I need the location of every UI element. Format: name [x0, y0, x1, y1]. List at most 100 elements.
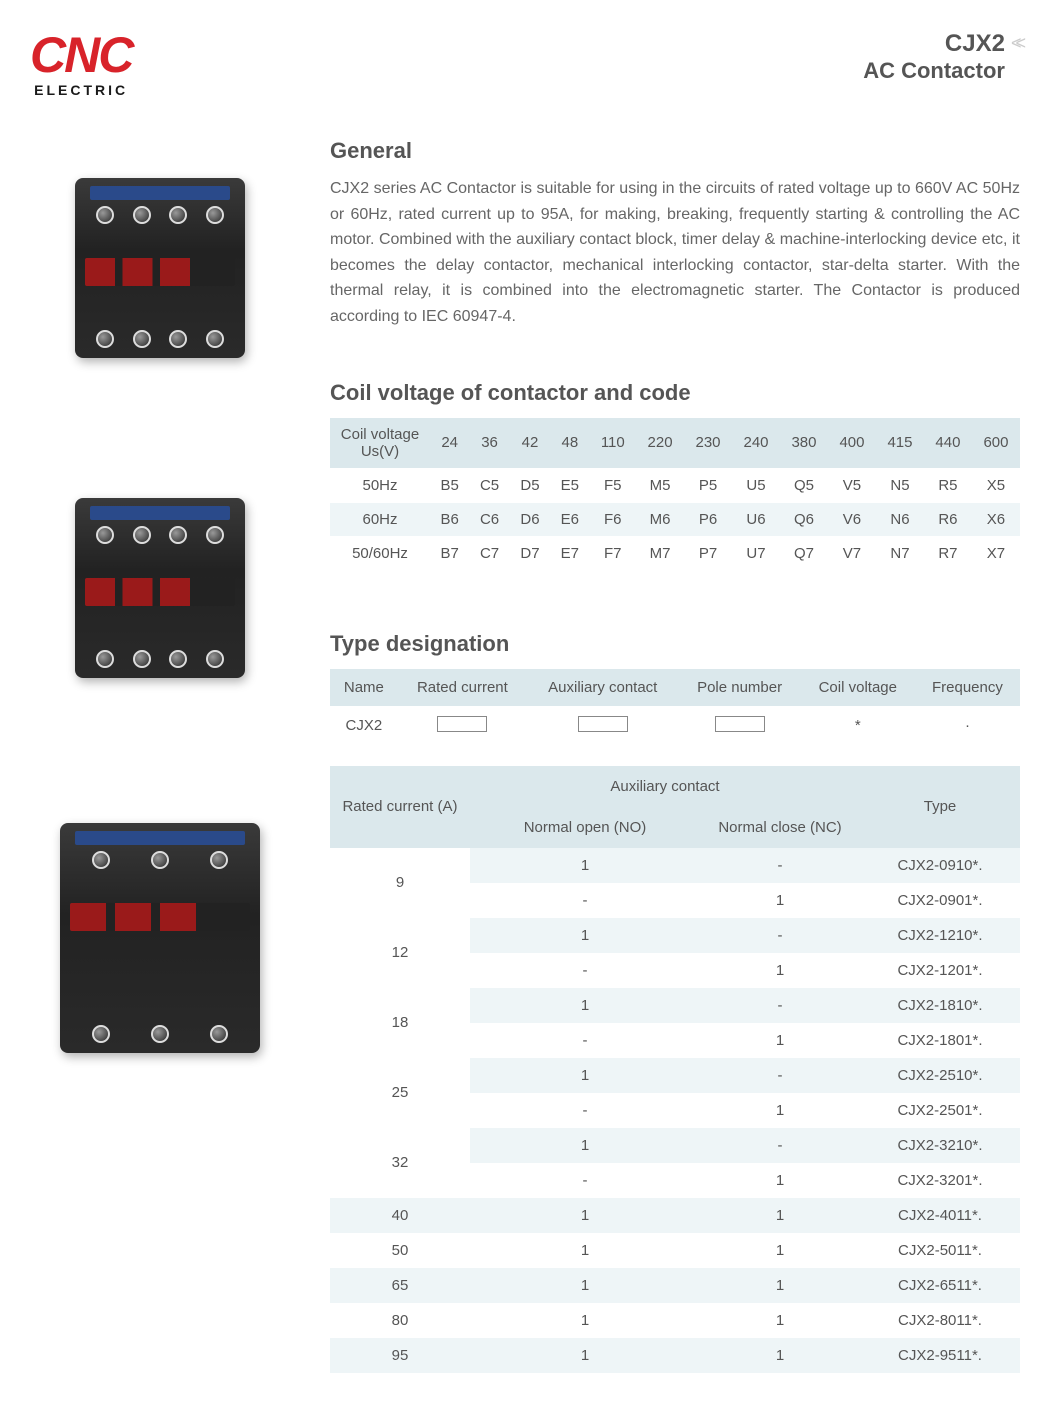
designation-heading: Type designation [330, 631, 1020, 657]
coil-voltage-header: 24 [430, 418, 469, 469]
chevron-left-icon: << [1011, 34, 1020, 52]
coil-code-cell: N6 [876, 502, 924, 536]
coil-row-label: 50/60Hz [330, 536, 430, 570]
coil-voltage-table: Coil voltage Us(V)2436424811022023024038… [330, 418, 1020, 571]
coil-code-cell: P5 [684, 468, 732, 502]
spec-type-cell: CJX2-8011*. [860, 1303, 1020, 1338]
spec-nc-cell: 1 [700, 1093, 860, 1128]
coil-heading: Coil voltage of contactor and code [330, 380, 1020, 406]
coil-code-cell: B7 [430, 536, 469, 570]
coil-code-cell: C6 [469, 502, 509, 536]
spec-nc-cell: - [700, 918, 860, 953]
coil-code-cell: D5 [510, 468, 550, 502]
spec-type-cell: CJX2-1201*. [860, 953, 1020, 988]
spec-no-cell: 1 [470, 848, 700, 883]
designation-input-box [715, 716, 765, 732]
title-product: AC Contactor [863, 58, 1005, 84]
spec-no-cell: - [470, 953, 700, 988]
spec-nc-cell: 1 [700, 1268, 860, 1303]
spec-nc-cell: 1 [700, 883, 860, 918]
spec-type-cell: CJX2-9511*. [860, 1338, 1020, 1373]
coil-code-cell: N7 [876, 536, 924, 570]
designation-cell [678, 706, 800, 746]
coil-code-cell: R6 [924, 502, 972, 536]
logo-main: CNC [30, 30, 132, 80]
coil-code-cell: D6 [510, 502, 550, 536]
coil-code-cell: E5 [550, 468, 589, 502]
spec-no-cell: 1 [470, 1233, 700, 1268]
coil-code-cell: C7 [469, 536, 509, 570]
coil-code-cell: M6 [636, 502, 684, 536]
designation-cell: CJX2 [330, 706, 398, 746]
spec-nc-cell: 1 [700, 1198, 860, 1233]
spec-no-cell: 1 [470, 1128, 700, 1163]
spec-no-cell: 1 [470, 918, 700, 953]
coil-voltage-header: 400 [828, 418, 876, 469]
spec-type-cell: CJX2-0910*. [860, 848, 1020, 883]
spec-no-cell: 1 [470, 1198, 700, 1233]
spec-type-cell: CJX2-0901*. [860, 883, 1020, 918]
coil-voltage-header: 48 [550, 418, 589, 469]
coil-code-cell: B5 [430, 468, 469, 502]
spec-no-cell: 1 [470, 1268, 700, 1303]
spec-subheader-no: Normal open (NO) [470, 807, 700, 848]
coil-code-cell: F6 [590, 502, 637, 536]
spec-nc-cell: 1 [700, 1233, 860, 1268]
spec-nc-cell: 1 [700, 1338, 860, 1373]
coil-code-cell: M5 [636, 468, 684, 502]
designation-input-box [437, 716, 487, 732]
coil-voltage-header: 230 [684, 418, 732, 469]
coil-code-cell: V5 [828, 468, 876, 502]
coil-code-cell: C5 [469, 468, 509, 502]
spec-type-cell: CJX2-2501*. [860, 1093, 1020, 1128]
designation-input-box [578, 716, 628, 732]
product-images-column [30, 138, 290, 1373]
spec-rated-cell: 50 [330, 1233, 470, 1268]
spec-rated-cell: 18 [330, 988, 470, 1058]
designation-cell [527, 706, 678, 746]
spec-header-aux: Auxiliary contact [470, 766, 860, 807]
coil-code-cell: U7 [732, 536, 780, 570]
coil-code-cell: X6 [972, 502, 1020, 536]
spec-no-cell: 1 [470, 1303, 700, 1338]
coil-voltage-header: 220 [636, 418, 684, 469]
spec-type-cell: CJX2-1810*. [860, 988, 1020, 1023]
coil-code-cell: F5 [590, 468, 637, 502]
spec-rated-cell: 12 [330, 918, 470, 988]
coil-code-cell: U5 [732, 468, 780, 502]
coil-code-cell: V7 [828, 536, 876, 570]
logo-sub: ELECTRIC [34, 82, 128, 98]
spec-nc-cell: - [700, 848, 860, 883]
spec-subheader-nc: Normal close (NC) [700, 807, 860, 848]
coil-code-cell: X7 [972, 536, 1020, 570]
spec-no-cell: 1 [470, 1338, 700, 1373]
designation-cell [398, 706, 527, 746]
spec-nc-cell: - [700, 988, 860, 1023]
spec-type-cell: CJX2-6511*. [860, 1268, 1020, 1303]
page-header: CNC ELECTRIC CJX2 AC Contactor << [30, 30, 1020, 98]
coil-code-cell: Q7 [780, 536, 828, 570]
designation-column-header: Auxiliary contact [527, 669, 678, 706]
spec-type-cell: CJX2-1210*. [860, 918, 1020, 953]
coil-voltage-header: 42 [510, 418, 550, 469]
spec-no-cell: 1 [470, 988, 700, 1023]
coil-code-cell: N5 [876, 468, 924, 502]
coil-code-cell: X5 [972, 468, 1020, 502]
spec-rated-cell: 80 [330, 1303, 470, 1338]
coil-code-cell: R7 [924, 536, 972, 570]
spec-type-cell: CJX2-5011*. [860, 1233, 1020, 1268]
spec-table: Rated current (A) Auxiliary contact Type… [330, 766, 1020, 1373]
spec-nc-cell: 1 [700, 953, 860, 988]
coil-code-cell: E6 [550, 502, 589, 536]
spec-header-rated: Rated current (A) [330, 766, 470, 848]
spec-no-cell: - [470, 1023, 700, 1058]
coil-code-cell: D7 [510, 536, 550, 570]
spec-rated-cell: 95 [330, 1338, 470, 1373]
product-image-1 [60, 168, 260, 368]
designation-column-header: Pole number [678, 669, 800, 706]
coil-code-cell: P6 [684, 502, 732, 536]
coil-voltage-header: 110 [590, 418, 637, 469]
spec-nc-cell: - [700, 1058, 860, 1093]
coil-code-cell: F7 [590, 536, 637, 570]
spec-nc-cell: - [700, 1128, 860, 1163]
